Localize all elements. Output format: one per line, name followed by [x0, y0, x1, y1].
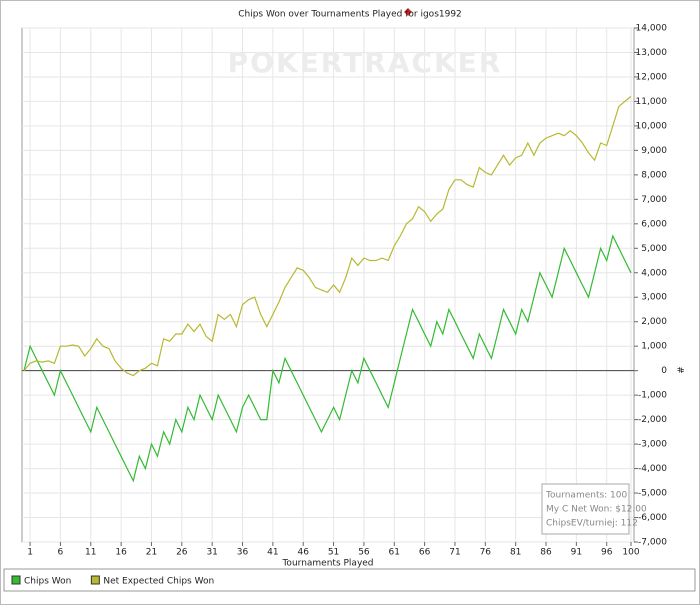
logo-icon [404, 8, 412, 16]
x-tick-label: 46 [297, 548, 309, 558]
y-tick-label: 1,000 [641, 342, 667, 352]
y-tick-label: 5,000 [641, 244, 667, 254]
y-tick-label: -5,000 [638, 489, 667, 499]
y-tick-label: 0 [661, 366, 667, 376]
legend-swatch [11, 575, 21, 585]
x-tick-label: 86 [540, 548, 552, 558]
y-tick-label: -3,000 [638, 440, 667, 450]
x-tick-label: 100 [622, 548, 639, 558]
info-text: Tournaments: 100 [545, 491, 628, 501]
x-tick-label: 96 [601, 548, 613, 558]
info-text: ChipsEV/turniej: 112 [546, 519, 638, 529]
series-line [23, 96, 632, 377]
plot-area [21, 27, 635, 543]
x-tick-label: 31 [206, 548, 217, 558]
legend-swatch [90, 575, 100, 585]
y-tick-label: -7,000 [638, 538, 667, 548]
x-tick-label: 41 [267, 548, 278, 558]
y-tick-label: 10,000 [636, 121, 668, 131]
x-axis-label: Tournaments Played [281, 559, 373, 569]
legend-label: Net Expected Chips Won [103, 577, 214, 587]
x-tick-label: 71 [449, 548, 460, 558]
grid [22, 27, 634, 543]
watermark: POKERTRACKER [228, 46, 503, 79]
x-tick-label: 36 [237, 548, 249, 558]
x-tick-label: 11 [85, 548, 96, 558]
x-tick-label: 91 [571, 548, 582, 558]
y-tick-label: -1,000 [638, 391, 667, 401]
x-tick-label: 61 [389, 548, 400, 558]
y-axis-label: # [675, 366, 685, 374]
x-tick-label: 66 [419, 548, 431, 558]
x-tick-label: 51 [328, 548, 339, 558]
y-tick-label: -6,000 [638, 513, 667, 523]
y-tick-label: 11,000 [636, 97, 668, 107]
y-tick-label: -4,000 [638, 464, 667, 474]
series-line [23, 234, 632, 483]
y-tick-label: 8,000 [641, 170, 667, 180]
x-tick-label: 21 [146, 548, 157, 558]
legend [3, 568, 696, 592]
y-tick-label: 13,000 [636, 48, 668, 58]
legend-label: Chips Won [24, 577, 71, 587]
y-tick-label: 9,000 [641, 146, 667, 156]
x-tick-label: 26 [176, 548, 188, 558]
x-tick-label: 76 [480, 548, 492, 558]
y-tick-label: 3,000 [641, 293, 667, 303]
x-tick-label: 81 [510, 548, 521, 558]
chart-title: Chips Won over Tournaments Played for ig… [238, 10, 462, 20]
x-tick-label: 56 [358, 548, 370, 558]
y-tick-label: 14,000 [636, 24, 668, 34]
info-box [541, 483, 630, 535]
y-tick-label: 7,000 [641, 195, 667, 205]
y-tick-label: 4,000 [641, 268, 667, 278]
y-tick-label: -2,000 [638, 415, 667, 425]
x-tick-label: 16 [115, 548, 127, 558]
info-text: My C Net Won: $12.00 [546, 505, 647, 515]
y-tick-label: 12,000 [636, 72, 668, 82]
x-tick-label: 1 [27, 548, 33, 558]
x-tick-label: 6 [58, 548, 64, 558]
y-tick-label: 6,000 [641, 219, 667, 229]
y-tick-label: 2,000 [641, 317, 667, 327]
